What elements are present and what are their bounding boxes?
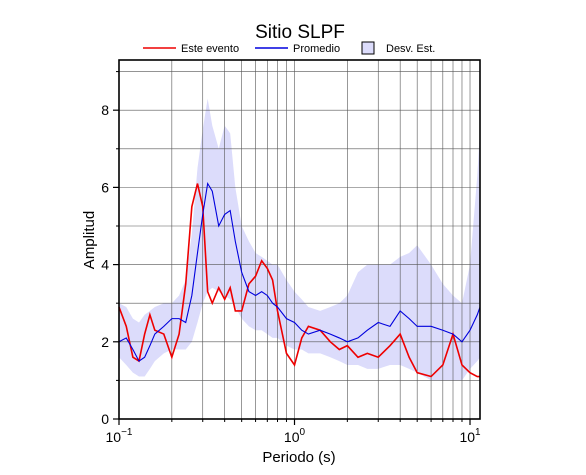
y-tick-label: 4 — [101, 257, 109, 273]
x-tick-exponent: −1 — [121, 427, 133, 438]
y-tick-label: 0 — [101, 411, 109, 427]
x-tick-base: 10 — [459, 429, 475, 445]
chart-title: Sitio SLPF — [255, 22, 345, 43]
legend-label: Promedio — [293, 43, 340, 55]
y-tick-label: 8 — [101, 102, 109, 118]
x-tick-label: 100 — [284, 427, 306, 445]
y-tick-label: 2 — [101, 334, 109, 350]
x-tick-label: 10−1 — [106, 427, 133, 445]
y-axis-label: Amplitud — [81, 211, 98, 269]
x-axis-label: Periodo (s) — [262, 449, 335, 466]
plot-frame — [118, 59, 481, 420]
y-tick-label: 6 — [101, 179, 109, 195]
x-tick-exponent: 0 — [300, 427, 306, 438]
legend-label: Desv. Est. — [386, 43, 435, 55]
legend-label: Este evento — [181, 43, 239, 55]
x-tick-label: 101 — [459, 427, 481, 445]
std-band — [119, 98, 480, 381]
x-tick-base: 10 — [106, 429, 122, 445]
x-tick-base: 10 — [284, 429, 300, 445]
legend-swatch — [361, 41, 375, 55]
series-line — [118, 181, 481, 362]
x-tick-exponent: 1 — [475, 427, 481, 438]
series-line — [118, 183, 480, 378]
